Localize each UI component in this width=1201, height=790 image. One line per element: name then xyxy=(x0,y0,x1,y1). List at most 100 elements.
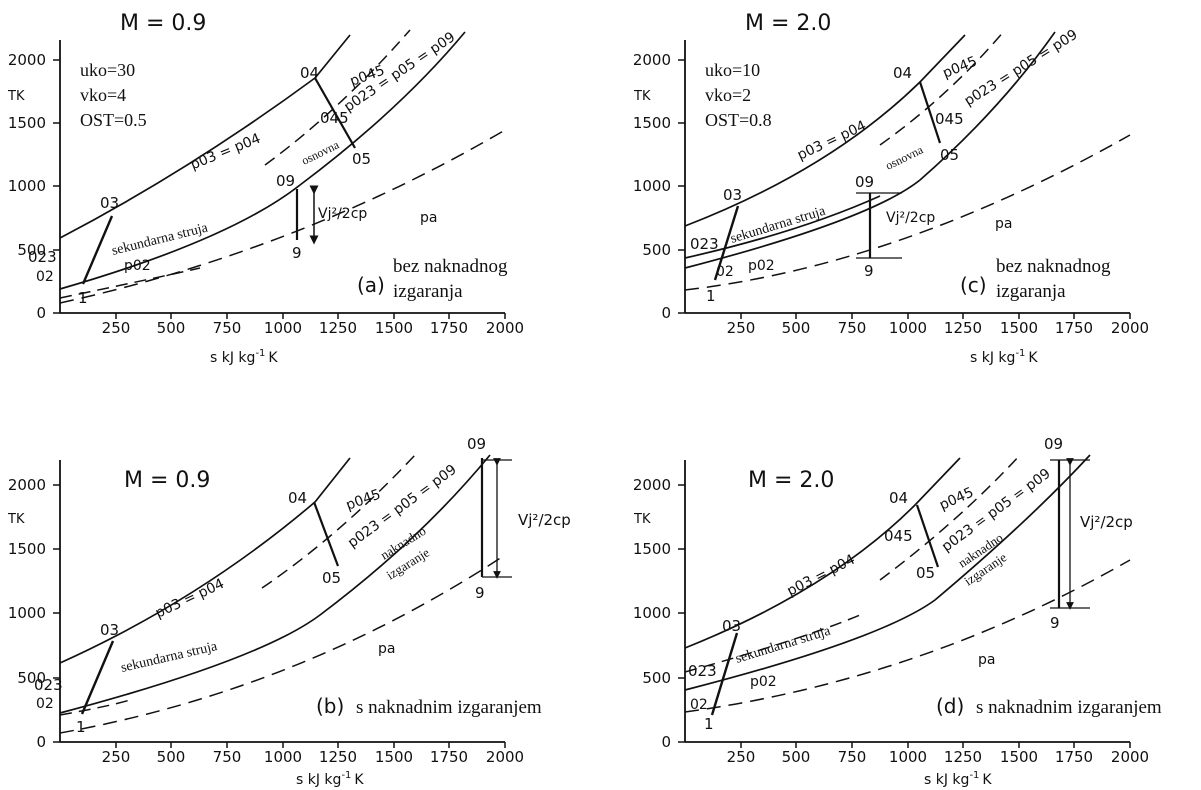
y-tick-label: 500 xyxy=(17,669,46,687)
y-axis-label: TK xyxy=(633,512,651,527)
curve-pa xyxy=(59,129,506,304)
point-9: 9 xyxy=(292,244,302,262)
panel-d-labels: M = 2.0 03 023 02 1 04 045 05 09 9 p03 =… xyxy=(688,435,1162,733)
point-02: 02 xyxy=(716,264,734,280)
core-stream-label: osnovna xyxy=(299,137,342,167)
panel-c-ticks: 0 500 1000 1500 2000 250 500 750 1000 12… xyxy=(633,51,1149,366)
curve-label-p045: p045 xyxy=(344,487,383,514)
point-05: 05 xyxy=(916,564,935,582)
caption-line-1: s naknadnim izgaranjem xyxy=(356,697,542,718)
x-tick-label: 500 xyxy=(157,748,186,766)
y-tick-marks xyxy=(53,484,60,743)
point-9: 9 xyxy=(475,584,485,602)
x-tick-label: 1750 xyxy=(430,748,468,766)
mach-label: M = 2.0 xyxy=(745,11,831,36)
y-tick-label: 0 xyxy=(36,304,46,322)
vj-label: Vj²/2cp xyxy=(318,206,367,222)
param-vko: vko=2 xyxy=(705,85,751,105)
x-tick-marks xyxy=(115,313,506,319)
curve-label-p03: p03 = p04 xyxy=(785,552,858,600)
caption-letter: (a) xyxy=(357,273,385,297)
point-04: 04 xyxy=(300,64,319,82)
y-tick-label: 2000 xyxy=(8,51,46,69)
curve-label-pa: pa xyxy=(420,210,437,226)
point-045: 045 xyxy=(935,110,964,128)
turbine-line xyxy=(918,81,942,144)
y-tick-label: 0 xyxy=(661,733,671,751)
x-tick-label: 500 xyxy=(782,319,811,337)
turbine-line xyxy=(915,504,940,568)
compression-line xyxy=(80,640,115,715)
turbine-line xyxy=(314,77,356,149)
curve-label-p023: p023 = p05 = p09 xyxy=(962,27,1081,110)
x-tick-label: 1250 xyxy=(944,319,982,337)
curve-p045 xyxy=(261,454,416,589)
x-axis-label: s kJ kg-1 K xyxy=(970,348,1038,366)
point-02: 02 xyxy=(36,696,54,712)
x-tick-label: 250 xyxy=(727,748,756,766)
x-tick-label: 1500 xyxy=(375,319,413,337)
y-tick-label: 500 xyxy=(17,241,46,259)
y-tick-label: 2000 xyxy=(8,476,46,494)
x-tick-label: 1250 xyxy=(944,748,982,766)
y-tick-label: 1500 xyxy=(633,114,671,132)
point-09: 09 xyxy=(467,435,486,453)
x-tick-label: 1500 xyxy=(375,748,413,766)
caption-line-1: bez naknadnog xyxy=(996,256,1111,277)
mach-label: M = 0.9 xyxy=(124,468,210,493)
point-02: 02 xyxy=(690,697,708,713)
curve-p023 xyxy=(59,454,491,714)
y-tick-marks xyxy=(678,484,685,743)
x-tick-label: 500 xyxy=(157,319,186,337)
y-tick-label: 0 xyxy=(36,733,46,751)
caption-letter: (d) xyxy=(936,694,964,718)
x-tick-label: 1250 xyxy=(319,319,357,337)
point-05: 05 xyxy=(940,146,959,164)
x-tick-label: 1500 xyxy=(1000,319,1038,337)
y-tick-label: 0 xyxy=(661,304,671,322)
secondary-stream-label: sekundarna struja xyxy=(734,623,833,666)
point-09: 09 xyxy=(1044,435,1063,453)
curve-p02 xyxy=(59,699,131,716)
x-tick-label: 1000 xyxy=(889,748,927,766)
point-023: 023 xyxy=(690,235,719,253)
y-tick-marks xyxy=(678,59,685,314)
x-tick-label: 1000 xyxy=(264,319,302,337)
curve-label-p02: p02 xyxy=(124,258,151,274)
panel-d xyxy=(678,454,1131,748)
point-03: 03 xyxy=(723,186,742,204)
panel-c xyxy=(678,29,1131,319)
param-ost: OST=0.8 xyxy=(705,110,772,130)
curve-pa xyxy=(684,134,1131,291)
point-9: 9 xyxy=(864,262,874,280)
x-tick-label: 250 xyxy=(727,319,756,337)
x-tick-marks xyxy=(740,313,1131,319)
point-04: 04 xyxy=(288,489,307,507)
core-stream-label: osnovna xyxy=(883,142,926,172)
param-uko: uko=10 xyxy=(705,60,760,80)
point-02: 02 xyxy=(36,269,54,285)
y-tick-label: 2000 xyxy=(633,51,671,69)
secondary-stream-label: sekundarna struja xyxy=(729,203,828,246)
y-tick-label: 1500 xyxy=(633,540,671,558)
curve-p02-solid xyxy=(684,195,881,259)
curve-p045 xyxy=(879,454,1021,581)
point-023: 023 xyxy=(28,248,57,266)
point-09: 09 xyxy=(276,172,295,190)
x-tick-marks xyxy=(740,742,1131,748)
y-tick-label: 1000 xyxy=(8,177,46,195)
y-tick-label: 1500 xyxy=(8,114,46,132)
x-tick-label: 1000 xyxy=(889,319,927,337)
point-9: 9 xyxy=(1050,614,1060,632)
curve-label-p03: p03 = p04 xyxy=(795,118,869,164)
vj-label: Vj²/2cp xyxy=(1080,513,1133,531)
x-tick-label: 1500 xyxy=(1000,748,1038,766)
x-tick-label: 2000 xyxy=(486,748,524,766)
curve-p023 xyxy=(59,31,466,290)
point-1: 1 xyxy=(76,718,86,736)
y-axis-label: TK xyxy=(7,89,25,104)
x-tick-label: 1250 xyxy=(319,748,357,766)
y-axis-label: TK xyxy=(7,512,25,527)
point-045: 045 xyxy=(884,527,913,545)
